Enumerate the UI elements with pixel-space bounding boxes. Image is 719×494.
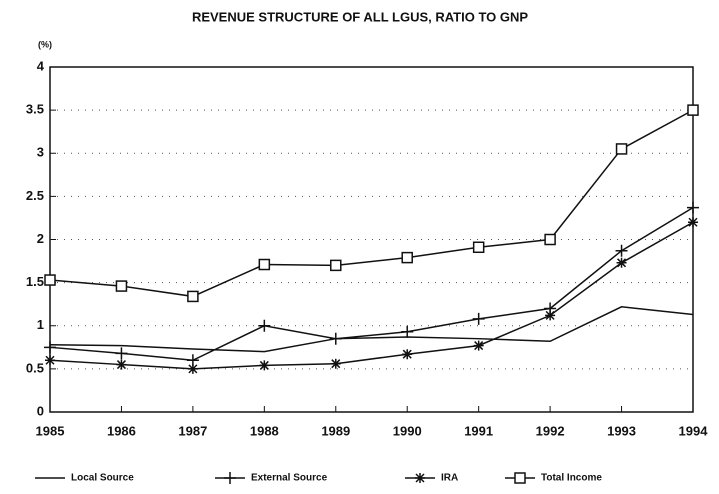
y-tick-label: 2 bbox=[37, 231, 44, 246]
marker bbox=[616, 257, 627, 268]
plot-frame bbox=[49, 66, 694, 413]
marker bbox=[115, 347, 128, 360]
x-tick-label: 1993 bbox=[607, 423, 636, 438]
marker bbox=[258, 319, 271, 332]
marker bbox=[45, 355, 55, 366]
marker bbox=[545, 310, 556, 321]
marker bbox=[224, 472, 236, 484]
marker bbox=[472, 312, 485, 325]
marker bbox=[44, 341, 56, 354]
marker bbox=[473, 340, 484, 351]
series-line bbox=[49, 306, 694, 353]
marker bbox=[116, 359, 127, 370]
marker bbox=[514, 472, 526, 484]
marker bbox=[415, 473, 425, 483]
marker bbox=[687, 104, 699, 116]
marker bbox=[259, 360, 270, 371]
x-tick-label: 1985 bbox=[36, 423, 65, 438]
marker bbox=[615, 143, 628, 155]
legend-label: External Source bbox=[251, 473, 328, 484]
marker bbox=[615, 244, 628, 257]
y-tick-label: 0 bbox=[37, 403, 44, 418]
legend-label: IRA bbox=[441, 473, 458, 484]
y-tick-label: 3 bbox=[37, 145, 44, 160]
y-tick-label: 2.5 bbox=[26, 188, 44, 203]
x-tick-label: 1986 bbox=[107, 423, 136, 438]
marker bbox=[402, 349, 413, 360]
marker bbox=[187, 290, 199, 303]
marker bbox=[401, 251, 413, 264]
x-tick-label: 1991 bbox=[464, 423, 493, 438]
marker bbox=[472, 241, 485, 254]
marker bbox=[258, 258, 271, 271]
y-tick-label: 0.5 bbox=[26, 360, 44, 375]
series-line bbox=[49, 109, 694, 298]
y-tick-label: 4 bbox=[37, 58, 45, 73]
marker bbox=[187, 363, 198, 374]
marker bbox=[330, 259, 342, 272]
x-tick-label: 1987 bbox=[178, 423, 207, 438]
series-line bbox=[49, 221, 694, 370]
marker bbox=[44, 274, 56, 286]
x-tick-label: 1992 bbox=[536, 423, 565, 438]
y-tick-label: 3.5 bbox=[26, 102, 44, 117]
marker bbox=[688, 217, 698, 228]
series-line bbox=[49, 206, 694, 362]
chart-title: REVENUE STRUCTURE OF ALL LGUS, RATIO TO … bbox=[192, 9, 528, 24]
y-tick-label: 1.5 bbox=[26, 274, 44, 289]
marker bbox=[544, 233, 556, 246]
legend-label: Local Source bbox=[71, 473, 134, 484]
x-tick-label: 1989 bbox=[321, 423, 350, 438]
y-unit-label: (%) bbox=[38, 39, 52, 49]
marker bbox=[329, 332, 342, 345]
marker bbox=[401, 325, 414, 338]
marker bbox=[330, 358, 341, 369]
y-tick-label: 1 bbox=[37, 317, 44, 332]
x-tick-label: 1990 bbox=[393, 423, 422, 438]
marker bbox=[687, 201, 699, 214]
x-tick-label: 1988 bbox=[250, 423, 279, 438]
legend-label: Total Income bbox=[541, 473, 602, 484]
x-tick-label: 1994 bbox=[679, 423, 709, 438]
marker bbox=[115, 280, 128, 292]
